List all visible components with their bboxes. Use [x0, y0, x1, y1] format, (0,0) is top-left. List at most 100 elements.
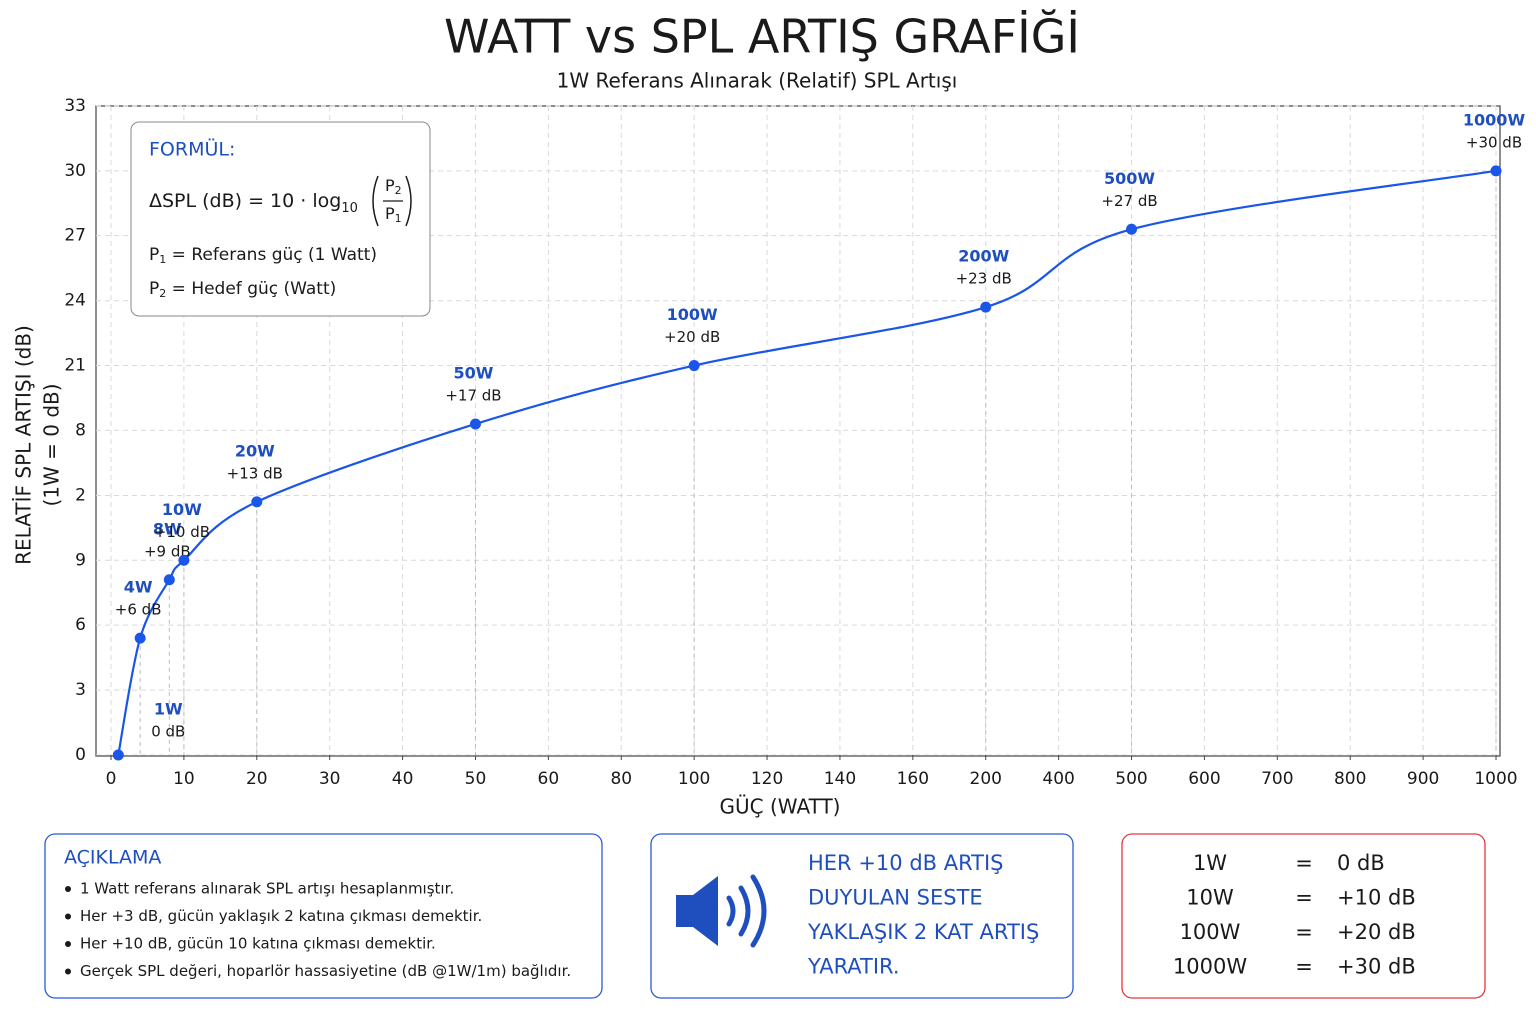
sound-waves — [726, 874, 767, 948]
y-tick-label: 33 — [64, 96, 86, 116]
data-point — [178, 554, 190, 566]
sub: 2 — [395, 184, 402, 197]
explanation-item: Her +3 dB, gücün yaklaşık 2 katına çıkma… — [80, 907, 482, 925]
x-tick-label: 30 — [319, 769, 341, 789]
x-tick-label: 120 — [751, 769, 783, 789]
point-label: 8W — [153, 519, 182, 538]
equation: ΔSPL (dB) = 10 · log — [149, 190, 341, 212]
y-tick-label: 27 — [64, 226, 86, 246]
y-tick-label: 6 — [75, 615, 86, 635]
definition: P2 = Hedef güç (Watt) — [149, 279, 336, 300]
point-label: 50W — [454, 363, 494, 382]
point-label: 10W — [162, 500, 202, 519]
x-tick-label: 80 — [610, 769, 632, 789]
y-tick-label: 2 — [75, 485, 86, 505]
numerator: P2 — [385, 176, 402, 198]
table-cell: = — [1295, 920, 1313, 944]
table-cell: = — [1295, 851, 1313, 875]
point-label: 500W — [1104, 169, 1155, 188]
y-axis-label: RELATİF SPL ARTIŞI (dB) — [12, 325, 36, 565]
x-tick-label: 60 — [538, 769, 560, 789]
text: = Hedef güç (Watt) — [166, 279, 336, 299]
p: P — [385, 204, 395, 223]
callout-box — [650, 833, 1074, 999]
sub: 2 — [159, 287, 166, 300]
explanation-box — [44, 833, 603, 999]
x-tick-label: 1000 — [1474, 769, 1517, 789]
x-tick-label: 50 — [465, 769, 487, 789]
parentheses — [372, 175, 412, 227]
value-label: +6 dB — [115, 601, 162, 619]
value-label: +17 dB — [445, 386, 501, 404]
y-tick-label: 8 — [75, 420, 86, 440]
value-label: +20 dB — [664, 328, 720, 346]
speaker-icon — [676, 876, 718, 946]
explanation-item: Her +10 dB, gücün 10 katına çıkması deme… — [80, 935, 436, 953]
value-label: +23 dB — [956, 270, 1012, 288]
y-axis-sublabel: (1W = 0 dB) — [40, 383, 64, 506]
data-point — [163, 574, 175, 586]
value-label: +27 dB — [1101, 192, 1157, 210]
x-tick-label: 40 — [392, 769, 414, 789]
denominator: P1 — [385, 204, 402, 226]
table-cell: +10 dB — [1337, 886, 1416, 910]
log-base: 10 — [341, 201, 358, 216]
explanation-item: Gerçek SPL değeri, hoparlör hassasiyetin… — [80, 962, 571, 980]
data-point — [688, 360, 700, 372]
value-label: +30 dB — [1466, 133, 1522, 151]
table-cell: 1000W — [1173, 955, 1247, 979]
x-tick-label: 20 — [246, 769, 268, 789]
bullet — [65, 941, 71, 947]
p: P — [149, 279, 159, 299]
y-tick-label: 0 — [75, 745, 86, 765]
point-label: 200W — [958, 247, 1009, 266]
data-point — [1126, 223, 1138, 235]
data-point — [112, 749, 124, 761]
data-point — [1490, 165, 1502, 177]
table-cell: = — [1295, 886, 1313, 910]
x-tick-label: 500 — [1115, 769, 1147, 789]
x-tick-label: 700 — [1261, 769, 1293, 789]
explanation-title: AÇIKLAMA — [64, 847, 161, 869]
x-tick-label: 100 — [678, 769, 710, 789]
x-tick-label: 10 — [173, 769, 195, 789]
x-axis-label: GÜÇ (WATT) — [720, 795, 841, 819]
p: P — [149, 245, 159, 265]
bullet — [65, 886, 71, 892]
table-cell: = — [1295, 955, 1313, 979]
point-label: 1W — [154, 700, 183, 719]
y-tick-label: 30 — [64, 161, 86, 181]
x-tick-label: 160 — [897, 769, 929, 789]
y-tick-label: 9 — [75, 550, 86, 570]
table-cell: +30 dB — [1337, 955, 1416, 979]
y-tick-label: 21 — [64, 356, 86, 376]
x-tick-label: 0 — [106, 769, 117, 789]
data-point — [251, 496, 263, 508]
definition: P1 = Referans güç (1 Watt) — [149, 245, 377, 266]
value-label: 0 dB — [151, 723, 185, 741]
data-point — [980, 301, 992, 313]
callout-line: YARATIR. — [807, 955, 900, 979]
text: = Referans güç (1 Watt) — [166, 245, 377, 265]
point-label: 100W — [667, 305, 718, 324]
sub: 1 — [395, 212, 402, 225]
table-cell: 1W — [1193, 851, 1227, 875]
sub: 1 — [159, 253, 166, 266]
explanation-item: 1 Watt referans alınarak SPL artışı hesa… — [80, 880, 454, 898]
x-tick-label: 800 — [1334, 769, 1366, 789]
table-cell: 10W — [1186, 886, 1234, 910]
point-label: 1000W — [1463, 110, 1526, 129]
summary-table: 1W = 0 dB 10W = +10 dB 100W = +20 dB 1000W = +30 dB — [1173, 851, 1416, 979]
bullet — [65, 913, 71, 920]
x-tick-label: 900 — [1407, 769, 1439, 789]
point-label: 4W — [124, 578, 153, 597]
x-tick-label: 600 — [1188, 769, 1220, 789]
data-point — [469, 418, 481, 430]
point-label: 20W — [235, 441, 275, 460]
y-tick-label: 3 — [75, 680, 86, 700]
callout-line: DUYULAN SESTE — [808, 886, 983, 910]
x-tick-label: 140 — [824, 769, 856, 789]
p: P — [385, 176, 395, 195]
formula-title: FORMÜL: — [149, 138, 235, 161]
